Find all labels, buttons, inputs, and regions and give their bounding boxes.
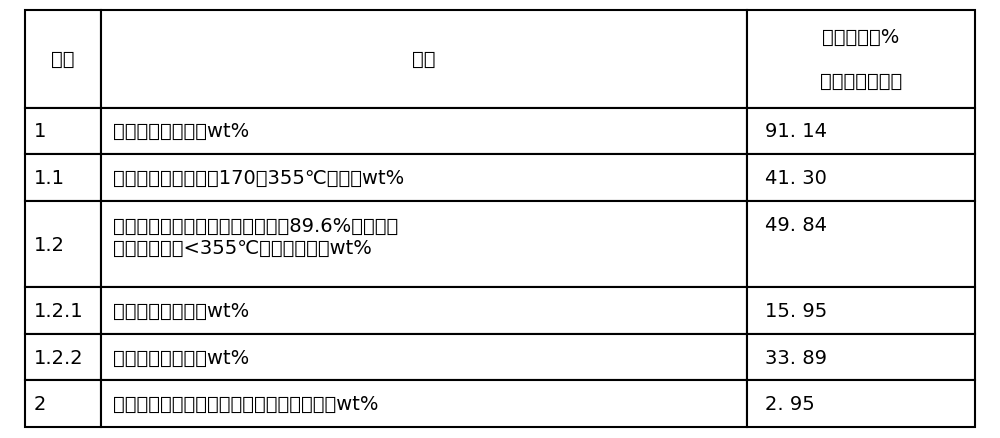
- Bar: [101, 288, 747, 334]
- Text: 1.2.1: 1.2.1: [34, 301, 84, 320]
- Text: 热裂化柴油产率，wt%: 热裂化柴油产率，wt%: [113, 348, 249, 367]
- Text: 产物: 产物: [412, 50, 436, 69]
- Text: 15. 95: 15. 95: [765, 301, 827, 320]
- Bar: [747, 381, 975, 427]
- Bar: [25, 381, 101, 427]
- Text: 序号: 序号: [51, 50, 75, 69]
- Text: 1.1: 1.1: [34, 169, 65, 187]
- Bar: [747, 155, 975, 201]
- Bar: [25, 108, 101, 155]
- Text: 轻质油产率总计，wt%: 轻质油产率总计，wt%: [113, 122, 249, 141]
- Bar: [25, 11, 101, 108]
- Text: 1.2.2: 1.2.2: [34, 348, 84, 367]
- Bar: [101, 155, 747, 201]
- Text: 41. 30: 41. 30: [765, 169, 827, 187]
- Text: 加氢热裂化反应过程轻质油收率约89.6%，加氢热
裂化生成油的<355℃轻质油产率，wt%: 加氢热裂化反应过程轻质油收率约89.6%，加氢热 裂化生成油的<355℃轻质油产…: [113, 216, 398, 257]
- Text: 加氢热裂化反应生成油分馏过程外甩渣油，wt%: 加氢热裂化反应生成油分馏过程外甩渣油，wt%: [113, 394, 378, 413]
- Text: 热裂化汽油产率，wt%: 热裂化汽油产率，wt%: [113, 301, 249, 320]
- Text: 重量收率，%

（对含水焦油）: 重量收率，% （对含水焦油）: [820, 28, 902, 91]
- Text: 1.2: 1.2: [34, 235, 65, 254]
- Bar: [747, 288, 975, 334]
- Bar: [101, 11, 747, 108]
- Text: 1: 1: [34, 122, 46, 141]
- Bar: [101, 334, 747, 381]
- Text: 2. 95: 2. 95: [765, 394, 815, 413]
- Bar: [25, 155, 101, 201]
- Bar: [101, 381, 747, 427]
- Text: 91. 14: 91. 14: [765, 122, 827, 141]
- Bar: [101, 201, 747, 288]
- Bar: [25, 201, 101, 288]
- Bar: [101, 108, 747, 155]
- Text: 33. 89: 33. 89: [765, 348, 827, 367]
- Bar: [747, 11, 975, 108]
- Text: 直接蒸馏轻油收率，170～355℃馏分，wt%: 直接蒸馏轻油收率，170～355℃馏分，wt%: [113, 169, 404, 187]
- Bar: [747, 334, 975, 381]
- Text: 49. 84: 49. 84: [765, 216, 827, 235]
- Bar: [747, 108, 975, 155]
- Bar: [25, 334, 101, 381]
- Bar: [747, 201, 975, 288]
- Text: 2: 2: [34, 394, 46, 413]
- Bar: [25, 288, 101, 334]
